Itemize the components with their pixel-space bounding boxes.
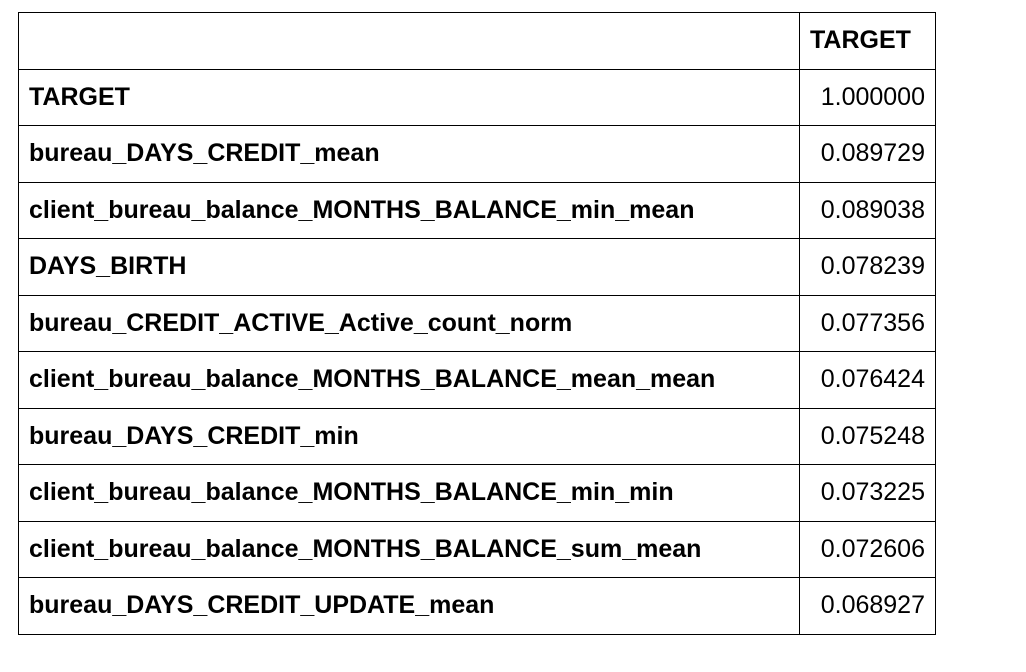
index-header-cell	[18, 12, 800, 70]
table-row: client_bureau_balance_MONTHS_BALANCE_sum…	[18, 520, 936, 578]
table-row: TARGET 1.000000	[18, 68, 936, 126]
row-label: client_bureau_balance_MONTHS_BALANCE_sum…	[18, 520, 800, 578]
row-value: 0.072606	[799, 520, 936, 578]
table-row: bureau_DAYS_CREDIT_UPDATE_mean 0.068927	[18, 577, 936, 635]
table-row: client_bureau_balance_MONTHS_BALANCE_min…	[18, 464, 936, 522]
row-value: 0.073225	[799, 464, 936, 522]
row-label: TARGET	[18, 68, 800, 126]
row-value: 0.089729	[799, 125, 936, 183]
correlation-table: TARGET TARGET 1.000000 bureau_DAYS_CREDI…	[18, 12, 936, 635]
table-row: bureau_CREDIT_ACTIVE_Active_count_norm 0…	[18, 294, 936, 352]
row-value: 0.076424	[799, 351, 936, 409]
row-value: 1.000000	[799, 68, 936, 126]
column-header-target: TARGET	[799, 12, 936, 70]
row-value: 0.089038	[799, 181, 936, 239]
row-value: 0.068927	[799, 577, 936, 635]
row-label: bureau_DAYS_CREDIT_min	[18, 407, 800, 465]
table-row: client_bureau_balance_MONTHS_BALANCE_mea…	[18, 351, 936, 409]
row-label: bureau_DAYS_CREDIT_UPDATE_mean	[18, 577, 800, 635]
row-label: client_bureau_balance_MONTHS_BALANCE_mea…	[18, 351, 800, 409]
row-label: client_bureau_balance_MONTHS_BALANCE_min…	[18, 181, 800, 239]
row-value: 0.077356	[799, 294, 936, 352]
table-row: client_bureau_balance_MONTHS_BALANCE_min…	[18, 181, 936, 239]
header-row: TARGET	[18, 12, 936, 70]
table-row: bureau_DAYS_CREDIT_mean 0.089729	[18, 125, 936, 183]
row-label: DAYS_BIRTH	[18, 238, 800, 296]
row-label: bureau_DAYS_CREDIT_mean	[18, 125, 800, 183]
table-row: DAYS_BIRTH 0.078239	[18, 238, 936, 296]
row-value: 0.075248	[799, 407, 936, 465]
row-label: client_bureau_balance_MONTHS_BALANCE_min…	[18, 464, 800, 522]
table-row: bureau_DAYS_CREDIT_min 0.075248	[18, 407, 936, 465]
row-label: bureau_CREDIT_ACTIVE_Active_count_norm	[18, 294, 800, 352]
row-value: 0.078239	[799, 238, 936, 296]
